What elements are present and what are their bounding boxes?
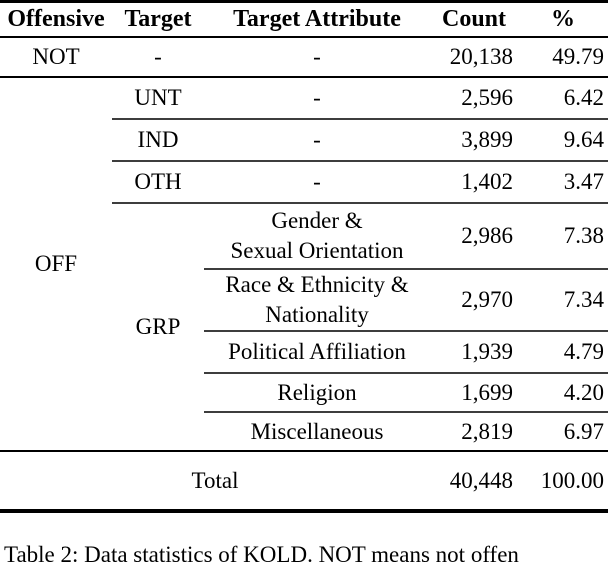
column-header-percent: % bbox=[518, 1, 608, 38]
cell-attr-religion: Religion bbox=[204, 373, 430, 413]
cell-count-oth: 1,402 bbox=[430, 161, 518, 204]
cell-offensive-off: OFF bbox=[0, 77, 112, 452]
cell-count-total: 40,448 bbox=[430, 451, 518, 513]
cell-count-ind: 3,899 bbox=[430, 119, 518, 162]
table-row-political: Political Affiliation 1,939 4.79 bbox=[0, 331, 608, 374]
cell-percent-not: 49.79 bbox=[518, 37, 608, 78]
attr-line-2: Nationality bbox=[265, 302, 369, 327]
table-row-religion: Religion 1,699 4.20 bbox=[0, 373, 608, 413]
table-row-ind: IND - 3,899 9.64 bbox=[0, 119, 608, 162]
table-row-total: Total 40,448 100.00 bbox=[0, 451, 608, 513]
cell-target-oth: OTH bbox=[112, 161, 204, 204]
table-row-oth: OTH - 1,402 3.47 bbox=[0, 161, 608, 204]
table-row-unt: OFF UNT - 2,596 6.42 bbox=[0, 77, 608, 452]
cell-target-not: - bbox=[112, 37, 204, 78]
cell-count-religion: 1,699 bbox=[430, 373, 518, 413]
cell-percent-religion: 4.20 bbox=[518, 373, 608, 413]
cell-percent-race: 7.34 bbox=[518, 269, 608, 332]
table-caption: Table 2: Data statistics of KOLD. NOT me… bbox=[4, 542, 519, 566]
cell-count-unt: 2,596 bbox=[430, 77, 518, 120]
cell-percent-gender: 7.38 bbox=[518, 203, 608, 270]
table-row-race: Race & Ethnicity & Nationality 2,970 7.3… bbox=[0, 269, 608, 332]
column-header-target: Target bbox=[112, 1, 204, 38]
cell-percent-total: 100.00 bbox=[518, 451, 608, 513]
cell-percent-oth: 3.47 bbox=[518, 161, 608, 204]
table-row-miscellaneous: Miscellaneous 2,819 6.97 bbox=[0, 412, 608, 452]
cell-attr-unt: - bbox=[204, 77, 430, 120]
cell-attr-political: Political Affiliation bbox=[204, 331, 430, 374]
cell-count-race: 2,970 bbox=[430, 269, 518, 332]
cell-percent-unt: 6.42 bbox=[518, 77, 608, 120]
cell-count-miscellaneous: 2,819 bbox=[430, 412, 518, 452]
attr-line-1: Race & Ethnicity & bbox=[225, 272, 409, 297]
cell-percent-political: 4.79 bbox=[518, 331, 608, 374]
table-row-not: NOT - - 20,138 49.79 bbox=[0, 37, 608, 78]
table-row-gender: GRP Gender & Sexual Orientation 2,986 7.… bbox=[0, 203, 608, 452]
attr-line-2: Sexual Orientation bbox=[230, 238, 404, 263]
cell-target-grp: GRP bbox=[112, 203, 204, 452]
attr-line-1: Gender & bbox=[271, 208, 363, 233]
cell-attr-not: - bbox=[204, 37, 430, 78]
cell-attr-race: Race & Ethnicity & Nationality bbox=[204, 269, 430, 332]
cell-target-ind: IND bbox=[112, 119, 204, 162]
cell-offensive-not: NOT bbox=[0, 37, 112, 78]
column-header-offensive: Offensive bbox=[0, 1, 112, 38]
column-header-count: Count bbox=[430, 1, 518, 38]
header-row: Offensive Target Target Attribute Count … bbox=[0, 1, 608, 38]
data-table: Offensive Target Target Attribute Count … bbox=[0, 0, 608, 513]
cell-attr-gender: Gender & Sexual Orientation bbox=[204, 203, 430, 270]
cell-attr-oth: - bbox=[204, 161, 430, 204]
cell-target-unt: UNT bbox=[112, 77, 204, 120]
cell-percent-ind: 9.64 bbox=[518, 119, 608, 162]
cell-percent-miscellaneous: 6.97 bbox=[518, 412, 608, 452]
cell-attr-ind: - bbox=[204, 119, 430, 162]
column-header-target-attribute: Target Attribute bbox=[204, 1, 430, 38]
cell-count-not: 20,138 bbox=[430, 37, 518, 78]
cell-count-political: 1,939 bbox=[430, 331, 518, 374]
cell-total-label: Total bbox=[0, 451, 430, 513]
cell-attr-miscellaneous: Miscellaneous bbox=[204, 412, 430, 452]
cell-count-gender: 2,986 bbox=[430, 203, 518, 270]
